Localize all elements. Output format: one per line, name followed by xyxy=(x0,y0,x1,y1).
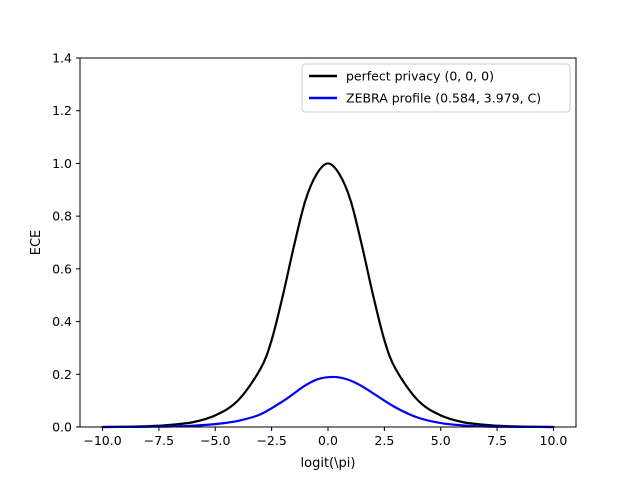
y-axis-label: ECE xyxy=(29,230,44,256)
x-tick-label: −2.5 xyxy=(256,433,286,448)
plot-area xyxy=(80,58,576,427)
y-tick-label: 1.4 xyxy=(52,51,72,66)
legend-label-1: ZEBRA profile (0.584, 3.979, C) xyxy=(346,91,541,106)
series-line-1 xyxy=(101,375,555,429)
x-tick-label: 2.5 xyxy=(374,433,394,448)
y-tick-label: 0.2 xyxy=(52,367,72,382)
legend-label-0: perfect privacy (0, 0, 0) xyxy=(346,69,494,84)
x-tick-label: −7.5 xyxy=(144,433,174,448)
y-tick-label: 1.0 xyxy=(52,156,72,171)
series-line-0 xyxy=(101,162,555,429)
y-tick-label: 0.6 xyxy=(52,261,72,276)
axes-layer: −10.0 −7.5 −5.0 −2.5 0.0 2.5 5.0 7.5 10.0 0.0 0.2 0… xyxy=(29,51,577,471)
plot-background xyxy=(80,58,576,427)
y-tick-label: 0.0 xyxy=(52,420,72,435)
legend-box xyxy=(301,63,571,113)
y-tick-label: 1.2 xyxy=(52,103,72,118)
x-axis-label: logit(\pi) xyxy=(301,456,356,471)
x-tick-label: 0.0 xyxy=(318,433,338,448)
legend: perfect privacy (0, 0, 0) ZEBRA profile (… xyxy=(301,63,571,113)
series-layer xyxy=(101,162,555,429)
x-tick-label: −5.0 xyxy=(200,433,230,448)
x-tick-label: 10.0 xyxy=(540,433,568,448)
x-tick-label: −10.0 xyxy=(83,433,121,448)
y-tick-label: 0.8 xyxy=(52,209,72,224)
x-tick-label: 7.5 xyxy=(487,433,507,448)
x-tick-label: 5.0 xyxy=(431,433,451,448)
y-tick-label: 0.4 xyxy=(52,314,72,329)
